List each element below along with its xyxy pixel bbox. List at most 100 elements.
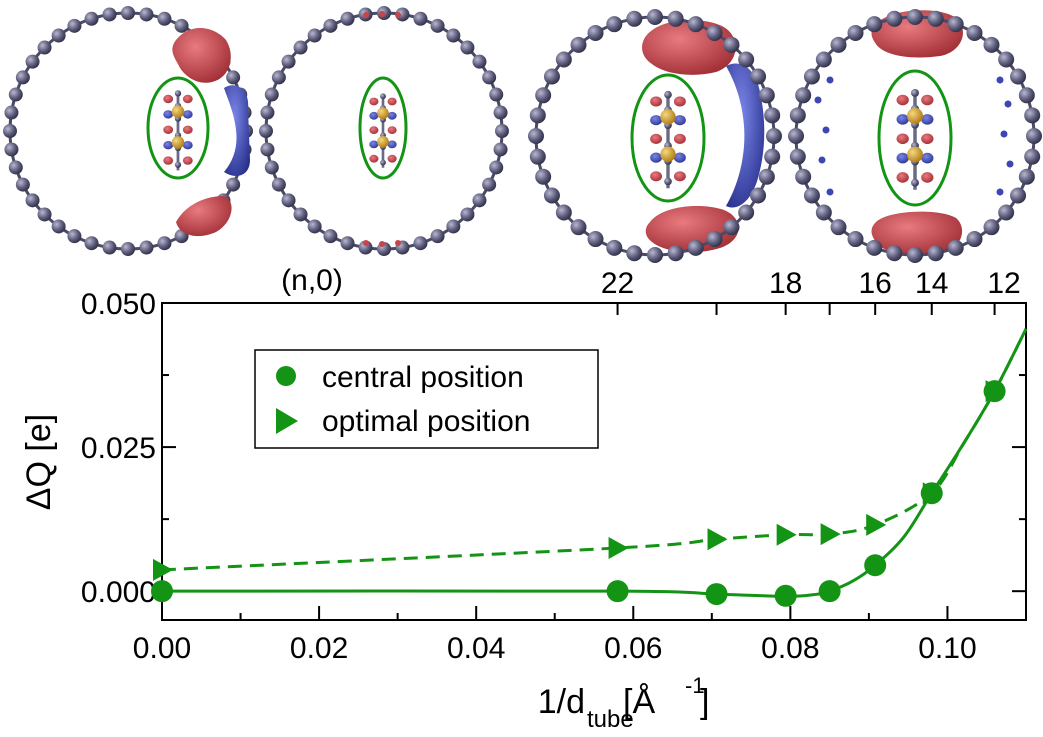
density-isosurface	[224, 85, 250, 176]
density-lobe	[673, 171, 686, 182]
tube-atom	[3, 124, 17, 138]
x-axis-ticks: 0.00 0.02 0.04 0.06 0.08 0.10	[133, 606, 977, 665]
point-optimal	[608, 536, 629, 559]
legend-marker-central	[276, 366, 296, 386]
tube-atom	[847, 231, 864, 248]
tube-atom	[886, 245, 903, 262]
point-optimal	[707, 528, 728, 551]
density-lobe	[896, 133, 909, 144]
density-dot	[395, 240, 401, 246]
point-central	[864, 554, 887, 577]
density-dot	[379, 11, 385, 17]
tube-atom	[706, 24, 723, 41]
tube-atom	[1024, 107, 1041, 124]
tube-atom	[446, 219, 461, 234]
density-lobe	[673, 133, 686, 144]
tube-atom	[493, 142, 508, 157]
density-dot	[826, 76, 834, 84]
top-tick-label: 16	[859, 267, 892, 300]
molecule-atom	[174, 90, 182, 97]
molecule-atom	[911, 89, 919, 97]
legend-label-optimal: optimal position	[322, 405, 530, 438]
x-axis-label-sub: tube	[587, 706, 634, 733]
tube-atom	[482, 70, 497, 85]
density-lobe	[921, 133, 934, 144]
tube-atom	[528, 128, 544, 144]
sulfur-atom	[907, 146, 923, 163]
legend-label-central: central position	[322, 361, 524, 394]
point-central	[151, 580, 173, 603]
tube-atom	[37, 207, 52, 222]
top-tick-label: 22	[601, 267, 634, 300]
density-lobe	[182, 110, 193, 119]
inset-tube-3	[528, 9, 782, 263]
tube-atom	[157, 11, 172, 26]
tube-atom	[4, 142, 19, 157]
density-lobe	[182, 94, 193, 104]
molecule-atom	[380, 159, 386, 166]
series-line-triangle-right	[161, 328, 1028, 572]
density-lobe	[896, 94, 909, 106]
tube-atom	[983, 36, 1000, 53]
tube-atom	[789, 148, 806, 165]
point-optimal	[866, 513, 887, 536]
density-lobe	[650, 96, 663, 107]
tube-atom	[927, 10, 944, 27]
top-tick-label: 18	[769, 267, 802, 300]
nanotube-insets	[3, 6, 1042, 263]
tube-atom	[307, 219, 322, 234]
tube-atom	[264, 87, 279, 102]
tube-atom	[758, 87, 775, 104]
tube-atom	[430, 229, 445, 244]
tube-atom	[307, 28, 322, 43]
tube-atom	[750, 68, 767, 85]
molecule-atom	[911, 178, 919, 187]
tube-atom	[25, 193, 40, 208]
x-axis-label: 1/d tube [Å -1 ]	[538, 673, 710, 733]
tube-atom	[446, 28, 461, 43]
x-tick-label: 0.00	[133, 632, 191, 665]
tube-atom	[84, 236, 99, 251]
tube-atom	[1026, 128, 1042, 144]
tube-atom	[947, 239, 964, 256]
tube-atom	[260, 105, 275, 120]
density-lobe	[921, 172, 934, 183]
top-axis-label: (n,0)	[281, 264, 343, 297]
tube-atom	[102, 7, 117, 22]
tube-atom	[738, 204, 755, 221]
tube-atom	[482, 177, 497, 192]
density-isosurface	[871, 211, 963, 256]
tube-atom	[830, 36, 847, 53]
tube-atom	[323, 229, 338, 244]
tube-atom	[460, 40, 475, 55]
density-lobe	[387, 154, 397, 163]
density-lobe	[163, 156, 174, 165]
tube-atom	[555, 51, 572, 68]
tube-atom	[687, 16, 704, 33]
molecule-ellipse	[877, 69, 953, 207]
tube-atom	[121, 6, 135, 20]
density-lobe	[369, 111, 379, 120]
density-lobe	[163, 110, 174, 119]
tube-atom	[966, 24, 983, 41]
tube-atom	[139, 7, 154, 22]
tube-atom	[15, 177, 30, 192]
density-lobe	[387, 111, 397, 120]
molecule-ellipse	[358, 76, 408, 180]
x-axis-label-main: 1/d	[538, 683, 585, 721]
point-central	[606, 580, 629, 603]
density-isosurface	[172, 27, 231, 83]
tube-atom	[271, 70, 286, 85]
density-lobe	[163, 94, 174, 104]
density-lobe	[650, 171, 663, 182]
tube-atom	[766, 128, 782, 144]
density-lobe	[673, 115, 686, 126]
legend: central position optimal position	[254, 349, 599, 449]
density-lobe	[896, 152, 909, 164]
density-lobe	[182, 156, 193, 165]
tube-atom	[84, 11, 99, 26]
density-lobe	[387, 97, 397, 106]
x-tick-label: 0.10	[918, 632, 976, 665]
inset-tube-1	[3, 6, 253, 256]
molecule-ellipse	[630, 73, 706, 203]
